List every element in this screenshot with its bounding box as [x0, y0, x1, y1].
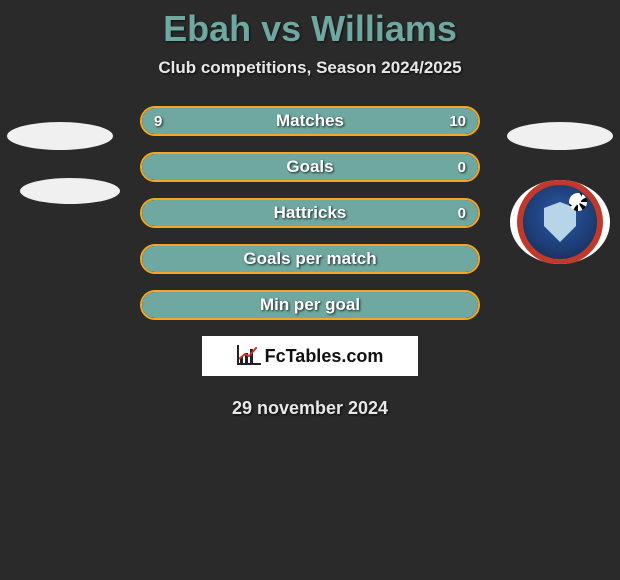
- stat-right-value: 0: [458, 159, 466, 176]
- stat-row-matches: 9 Matches 10: [140, 106, 480, 136]
- stat-label: Goals per match: [142, 249, 478, 269]
- stat-row-goals: Goals 0: [140, 152, 480, 182]
- brand-box[interactable]: FcTables.com: [202, 336, 418, 376]
- stat-label: Min per goal: [142, 295, 478, 315]
- club-badge-inner: [517, 180, 603, 264]
- stat-row-hattricks: Hattricks 0: [140, 198, 480, 228]
- stat-label: Goals: [142, 157, 478, 177]
- stat-right-value: 0: [458, 205, 466, 222]
- club-badge: [510, 180, 610, 264]
- decor-ellipse: [7, 122, 113, 150]
- chart-icon: [237, 347, 259, 365]
- football-icon: [569, 193, 587, 211]
- stat-row-gpm: Goals per match: [140, 244, 480, 274]
- stat-row-mpg: Min per goal: [140, 290, 480, 320]
- stat-label: Hattricks: [142, 203, 478, 223]
- subtitle: Club competitions, Season 2024/2025: [0, 58, 620, 78]
- decor-ellipse: [507, 122, 613, 150]
- decor-ellipse: [20, 178, 120, 204]
- brand-label: FcTables.com: [265, 346, 384, 367]
- page-title: Ebah vs Williams: [0, 0, 620, 50]
- stat-label: Matches: [142, 111, 478, 131]
- date-label: 29 november 2024: [0, 398, 620, 419]
- stat-right-value: 10: [449, 113, 466, 130]
